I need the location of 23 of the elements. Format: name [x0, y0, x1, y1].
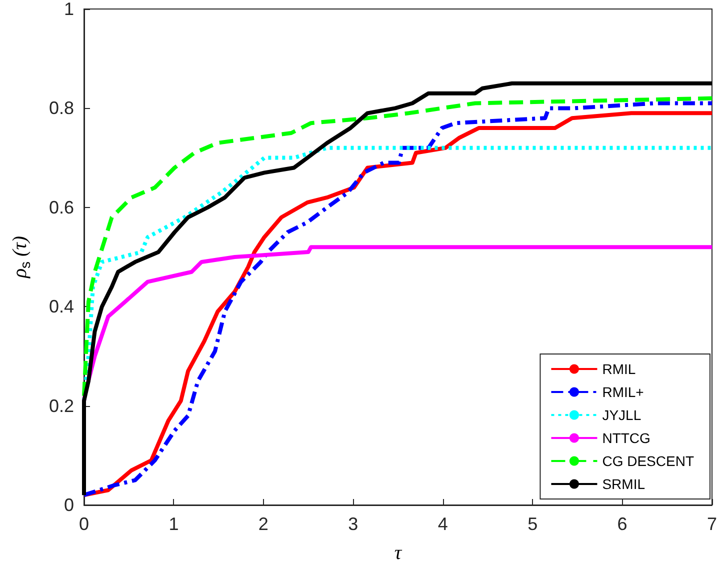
y-tick-label: 0.6: [48, 197, 74, 218]
legend-label: NTTCG: [602, 430, 650, 446]
y-axis-title: ρs (τ): [9, 236, 33, 280]
y-tick-label: 0: [64, 495, 74, 515]
y-tick-label: 0.4: [48, 296, 74, 317]
x-tick-label: 0: [78, 514, 90, 534]
x-tick-label: 1: [168, 514, 179, 534]
legend-label: JYJLL: [602, 407, 642, 423]
legend-label: SRMIL: [602, 476, 646, 492]
x-axis-title: τ: [394, 542, 402, 564]
x-tick-label: 4: [438, 514, 448, 534]
x-tick-label: 2: [258, 514, 268, 534]
x-tick-label: 5: [528, 514, 538, 534]
legend-label: CG DESCENT: [602, 453, 694, 469]
y-tick-label: 1: [64, 0, 74, 19]
y-tick-label: 0.8: [48, 98, 74, 118]
legend-label: RMIL: [602, 361, 636, 377]
legend-label: RMIL+: [602, 384, 644, 400]
x-tick-label: 7: [706, 514, 717, 534]
y-tick-label: 0.2: [48, 396, 74, 416]
x-tick-label: 6: [617, 514, 628, 534]
line-series: [82, 96, 714, 398]
x-tick-label: 3: [348, 514, 358, 534]
